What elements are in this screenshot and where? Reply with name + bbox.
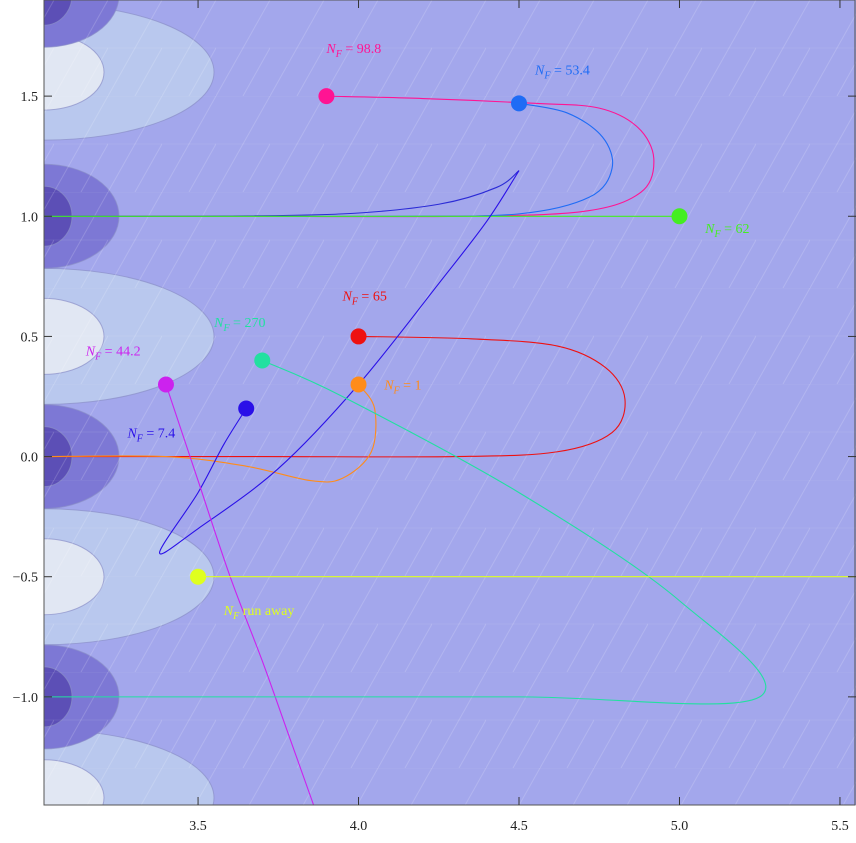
trajectory-label-0: NF = 98.8 xyxy=(325,42,381,60)
trajectory-label-4: NF = 65 xyxy=(341,289,386,307)
start-point-0 xyxy=(318,88,335,105)
mesh-overlay xyxy=(44,0,856,805)
y-tick-label-3: 0.0 xyxy=(21,451,39,466)
start-point-6 xyxy=(238,400,255,417)
plot-frame xyxy=(43,0,856,806)
y-tick-label-2: 0.5 xyxy=(21,330,39,345)
start-point-3 xyxy=(671,208,688,225)
start-point-7 xyxy=(157,376,174,393)
trajectory-line-7 xyxy=(165,384,315,805)
trajectory-label-8: NF = 270 xyxy=(213,316,265,334)
x-tick-label-4: 5.5 xyxy=(831,819,849,834)
x-tick-label-2: 4.5 xyxy=(510,819,528,834)
start-point-8 xyxy=(254,352,271,369)
trajectory-line-6 xyxy=(158,170,520,555)
y-tick-label-0: 1.5 xyxy=(21,90,39,105)
y-tick-label-1: 1.0 xyxy=(21,210,39,225)
start-markers xyxy=(157,88,688,585)
start-point-1 xyxy=(511,95,528,112)
x-tick-label-1: 4.0 xyxy=(350,819,368,834)
annotation-labels: NF = 98.8 NF = 53.4 NF = 62 NF = 65 NF = 1 NF… xyxy=(85,42,750,622)
trajectory-label-1: NF = 53.4 xyxy=(534,63,590,81)
start-point-5 xyxy=(350,376,367,393)
trajectory-line-5 xyxy=(44,384,377,483)
y-tick-label-5: −1.0 xyxy=(13,691,38,706)
x-axis: 3.5 4.0 4.5 5.0 5.5 xyxy=(189,0,849,834)
trajectory-line-8 xyxy=(44,359,767,705)
start-point-4 xyxy=(350,328,367,345)
y-axis: 1.5 1.0 0.5 0.0 −0.5 −1.0 xyxy=(13,90,856,706)
start-point-9 xyxy=(190,568,207,585)
y-tick-label-4: −0.5 xyxy=(13,571,38,586)
x-tick-label-3: 5.0 xyxy=(671,819,689,834)
trajectory-label-7: NF = 44.2 xyxy=(85,345,141,363)
x-tick-label-0: 3.5 xyxy=(189,819,207,834)
trajectory-label-9: NF run away xyxy=(223,604,295,622)
trajectory-label-6: NF = 7.4 xyxy=(126,426,175,444)
trajectory-label-5: NF = 1 xyxy=(383,378,421,396)
trajectory-label-3: NF = 62 xyxy=(704,222,749,240)
trajectory-line-4 xyxy=(44,335,626,458)
trajectory-lines xyxy=(44,95,856,805)
